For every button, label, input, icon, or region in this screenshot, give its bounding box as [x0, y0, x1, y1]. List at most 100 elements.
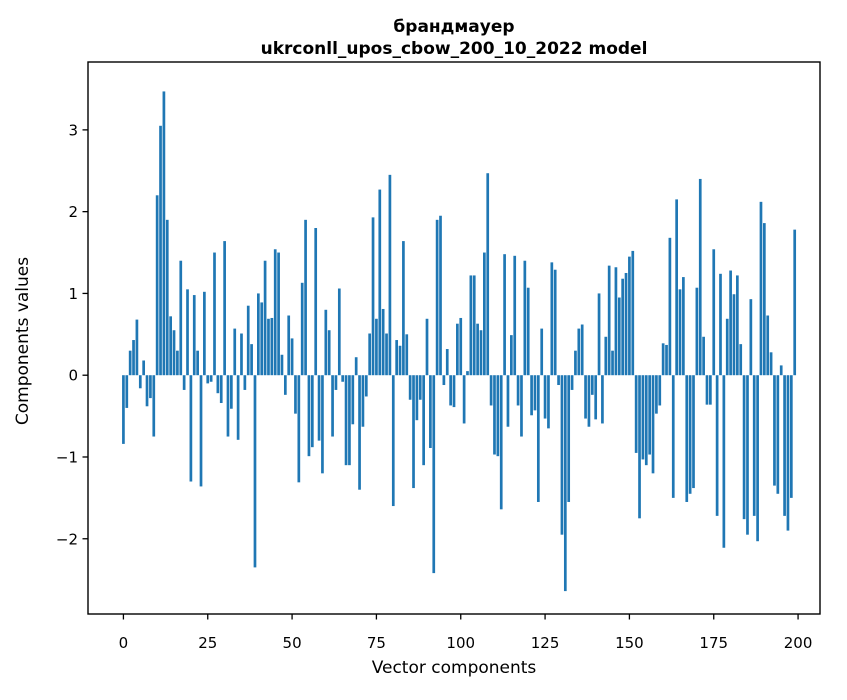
x-axis-label: Vector components: [372, 658, 537, 678]
bar-73: [368, 333, 372, 376]
bar-71: [361, 375, 365, 427]
bar-25: [206, 375, 210, 384]
bar-170: [695, 287, 699, 376]
bar-39: [253, 375, 257, 568]
bar-24: [203, 291, 206, 376]
bar-58: [317, 375, 321, 441]
bar-81: [395, 340, 399, 376]
bar-75: [375, 318, 378, 376]
bar-65: [341, 375, 345, 382]
bar-12: [162, 91, 166, 376]
bar-88: [418, 375, 422, 400]
bar-162: [668, 237, 672, 376]
bar-66: [344, 375, 348, 466]
bar-192: [769, 352, 773, 376]
bar-83: [402, 241, 405, 376]
bar-164: [675, 199, 678, 376]
bar-131: [563, 375, 567, 592]
y-axis-label: Components values: [13, 257, 33, 425]
bar-154: [641, 375, 645, 460]
bar-172: [702, 336, 705, 376]
bar-125: [543, 375, 547, 419]
bar-77: [381, 308, 385, 376]
bar-109: [489, 375, 493, 406]
bar-127: [550, 262, 554, 376]
bar-180: [729, 270, 732, 376]
bar-187: [752, 375, 756, 516]
bar-138: [587, 375, 591, 427]
bar-84: [405, 334, 409, 376]
bar-17: [179, 260, 183, 376]
x-tick-label: 75: [367, 634, 386, 652]
bar-38: [250, 344, 253, 376]
bar-121: [530, 375, 533, 416]
bar-160: [661, 343, 665, 376]
y-tick-label: −1: [56, 448, 78, 466]
bar-135: [577, 328, 581, 376]
bar-132: [567, 375, 571, 502]
bar-9: [152, 375, 156, 437]
bar-50: [290, 338, 294, 376]
bar-16: [176, 350, 179, 376]
bar-64: [337, 288, 341, 376]
bar-33: [233, 328, 237, 376]
bar-107: [483, 252, 486, 376]
bar-93: [435, 219, 439, 376]
plot-area-border: [87, 61, 821, 615]
bar-122: [533, 375, 537, 411]
y-tick-label: 2: [68, 203, 78, 221]
bar-68: [351, 375, 355, 425]
bar-175: [712, 249, 716, 376]
x-tick-label: 175: [699, 634, 728, 652]
bar-7: [145, 375, 149, 407]
x-tick-label: 50: [283, 634, 302, 652]
bar-156: [648, 375, 651, 455]
bar-173: [705, 375, 709, 405]
bar-57: [314, 228, 318, 376]
bar-118: [520, 375, 523, 437]
bar-123: [536, 375, 540, 502]
bar-22: [196, 350, 199, 376]
bar-152: [634, 375, 638, 453]
bar-100: [459, 317, 463, 376]
bar-91: [429, 375, 432, 448]
bar-96: [445, 349, 449, 376]
bar-150: [628, 256, 631, 376]
bar-178: [722, 375, 726, 548]
bar-44: [270, 317, 274, 376]
bar-185: [746, 375, 749, 535]
x-tick-label: 150: [615, 634, 644, 652]
bar-126: [547, 375, 550, 429]
bar-147: [617, 297, 621, 376]
bar-136: [580, 324, 584, 376]
bar-87: [415, 375, 419, 421]
bar-98: [452, 375, 456, 408]
bar-153: [638, 375, 641, 519]
bar-10: [155, 195, 159, 376]
bar-95: [442, 375, 446, 386]
bar-42: [263, 260, 267, 376]
bar-103: [469, 275, 473, 376]
bar-179: [725, 318, 729, 376]
bar-169: [692, 375, 695, 489]
bar-72: [364, 375, 368, 397]
bar-102: [466, 371, 469, 376]
bar-32: [230, 375, 233, 409]
bar-116: [513, 255, 517, 376]
bar-168: [688, 375, 692, 494]
y-tick-label: −2: [56, 530, 78, 548]
bar-21: [192, 295, 196, 376]
bar-174: [709, 375, 712, 405]
bar-134: [574, 350, 577, 376]
bar-54: [304, 219, 307, 376]
bar-110: [493, 375, 496, 455]
bar-157: [651, 375, 655, 474]
bar-76: [378, 189, 382, 376]
bar-13: [165, 219, 169, 376]
bar-40: [257, 293, 260, 376]
bar-151: [631, 250, 635, 376]
bar-20: [189, 375, 193, 482]
bar-5: [138, 375, 142, 389]
